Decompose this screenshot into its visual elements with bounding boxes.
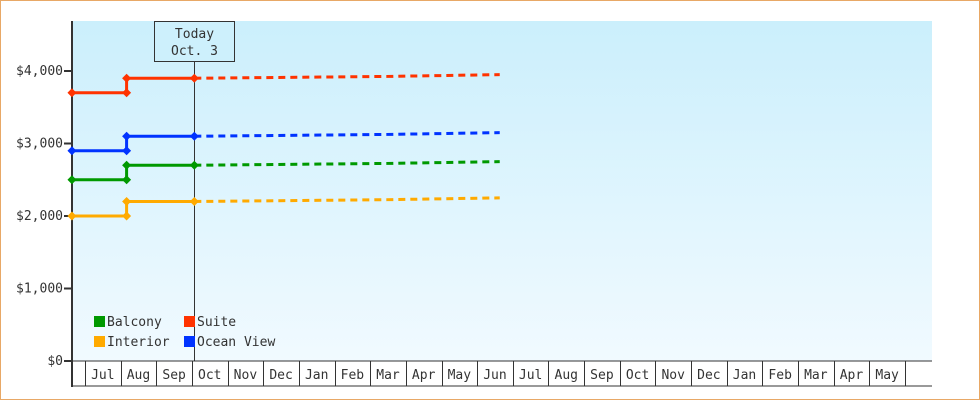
x-tick-label: Sep bbox=[162, 368, 186, 383]
data-point-interior[interactable] bbox=[122, 197, 132, 206]
data-point-suite[interactable] bbox=[189, 73, 199, 83]
x-tick-label: Dec bbox=[697, 368, 720, 383]
x-tick-label: Jul bbox=[519, 368, 542, 383]
data-point-ocean-view[interactable] bbox=[122, 131, 132, 141]
series-forecast-balcony bbox=[194, 160, 500, 167]
data-point-balcony[interactable] bbox=[122, 175, 132, 185]
y-tick-label: $0 bbox=[47, 354, 63, 369]
x-tick-label: Sep bbox=[590, 368, 614, 383]
y-tick-label: $1,000 bbox=[16, 282, 63, 297]
today-label: Today bbox=[175, 27, 214, 42]
legend-label: Suite bbox=[197, 315, 236, 330]
series-line-ocean-view bbox=[71, 134, 195, 153]
data-point-balcony[interactable] bbox=[122, 160, 132, 170]
legend-label: Ocean View bbox=[197, 335, 275, 350]
today-label-box bbox=[154, 21, 235, 62]
y-tick-label: $3,000 bbox=[16, 137, 63, 152]
x-tick-label: May bbox=[875, 368, 899, 383]
series-forecast-suite bbox=[194, 73, 500, 80]
x-tick-label: Oct bbox=[198, 368, 221, 383]
x-tick-label: Mar bbox=[376, 368, 400, 383]
data-point-interior[interactable] bbox=[122, 211, 132, 221]
y-tick-label: $2,000 bbox=[16, 209, 63, 224]
x-tick-label: Jul bbox=[91, 368, 114, 383]
x-tick-label: Dec bbox=[269, 368, 292, 383]
x-tick-label: May bbox=[448, 368, 472, 383]
legend-label: Balcony bbox=[107, 315, 162, 330]
data-point-suite[interactable] bbox=[122, 88, 132, 98]
x-tick-label: Aug bbox=[555, 368, 578, 383]
legend-label: Interior bbox=[107, 335, 170, 350]
data-point-interior[interactable] bbox=[67, 211, 77, 221]
x-tick-label: Mar bbox=[804, 368, 828, 383]
plot-area bbox=[72, 21, 932, 361]
legend-swatch bbox=[184, 336, 195, 347]
series-line-balcony bbox=[71, 163, 195, 182]
series-line-interior bbox=[71, 200, 195, 218]
today-marker: Today Oct. 3 bbox=[154, 21, 235, 361]
series-line-suite bbox=[71, 76, 195, 95]
data-point-suite[interactable] bbox=[67, 88, 77, 98]
legend: Balcony Suite Interior Ocean View bbox=[94, 315, 275, 350]
x-tick-label: Nov bbox=[661, 368, 685, 383]
x-tick-label: Nov bbox=[234, 368, 258, 383]
data-point-balcony[interactable] bbox=[189, 160, 199, 170]
x-tick-label: Jun bbox=[483, 368, 506, 383]
data-point-interior[interactable] bbox=[189, 197, 199, 206]
x-axis: Jul Aug Sep Oct Nov Dec Jan Feb Mar Apr May Jun Jul A… bbox=[71, 360, 932, 387]
y-axis: $0 $1,000 $2,000 $3,000 $4,000 bbox=[16, 21, 73, 387]
x-tick-label: Oct bbox=[626, 368, 649, 383]
legend-swatch bbox=[94, 336, 105, 347]
data-point-suite[interactable] bbox=[122, 73, 132, 83]
data-point-ocean-view[interactable] bbox=[189, 131, 199, 141]
x-tick-label: Aug bbox=[127, 368, 150, 383]
x-tick-label: Jan bbox=[733, 368, 756, 383]
data-point-ocean-view[interactable] bbox=[67, 146, 77, 156]
legend-swatch bbox=[94, 316, 105, 327]
x-tick-label: Apr bbox=[840, 368, 864, 383]
series-group bbox=[67, 73, 500, 221]
x-tick-label: Apr bbox=[412, 368, 436, 383]
y-tick-label: $4,000 bbox=[16, 64, 63, 79]
data-point-balcony[interactable] bbox=[67, 175, 77, 185]
series-forecast-ocean-view bbox=[194, 131, 500, 138]
series-forecast-interior bbox=[194, 196, 500, 203]
x-tick-label: Feb bbox=[768, 368, 792, 383]
today-date: Oct. 3 bbox=[171, 44, 218, 59]
data-point-ocean-view[interactable] bbox=[122, 146, 132, 156]
x-tick-label: Jan bbox=[305, 368, 328, 383]
x-tick-label: Feb bbox=[341, 368, 365, 383]
legend-swatch bbox=[184, 316, 195, 327]
